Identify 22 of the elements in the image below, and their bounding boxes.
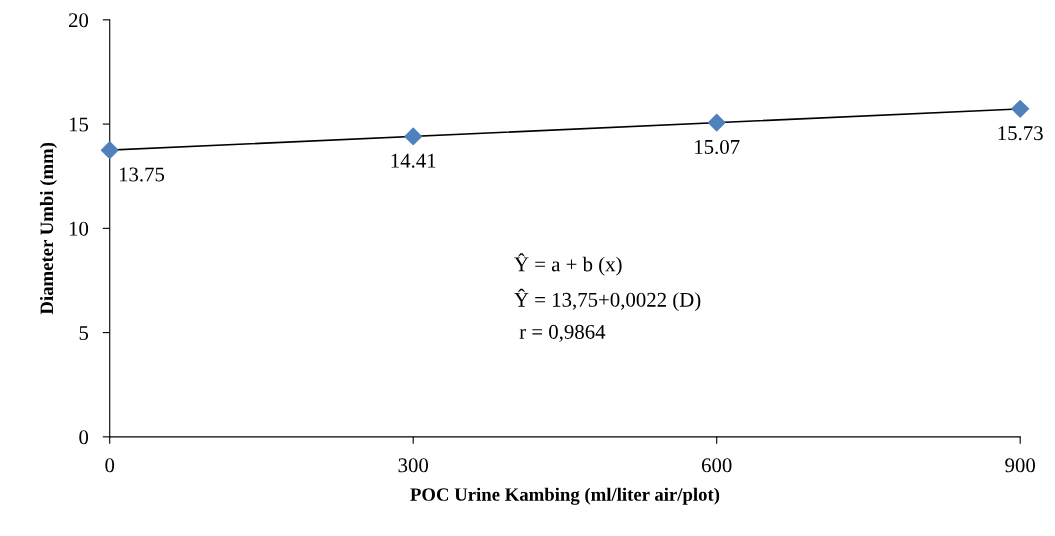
data-label: 13.75 xyxy=(119,167,165,182)
x-axis-title: POC Urine Kambing (ml/liter air/plot) xyxy=(410,487,720,505)
y-tick-label: 20 xyxy=(68,13,89,28)
y-tick-label: 10 xyxy=(69,221,89,236)
y-tick-label: 15 xyxy=(69,117,89,132)
annotation: Ŷ = a + b (x) xyxy=(514,253,622,276)
annotation: r = 0,9864 xyxy=(519,324,606,342)
y-axis-title: Diameter Umbi (mm) xyxy=(39,142,57,315)
x-tick-label: 300 xyxy=(398,458,429,473)
x-tick-label: 900 xyxy=(1005,458,1036,473)
x-tick-label: 600 xyxy=(701,458,732,473)
y-tick-label: 5 xyxy=(79,326,89,341)
point xyxy=(707,113,726,132)
point xyxy=(1011,99,1030,118)
x-tick-label: 0 xyxy=(105,458,115,473)
data-label: 15.73 xyxy=(998,126,1043,141)
point xyxy=(100,141,119,160)
data-label: 14.41 xyxy=(391,153,436,168)
y-tick-label: 0 xyxy=(79,430,89,445)
point xyxy=(404,127,423,146)
annotation: Ŷ = 13,75+0,0022 (D) xyxy=(514,288,701,312)
data-label: 15.07 xyxy=(695,139,740,155)
